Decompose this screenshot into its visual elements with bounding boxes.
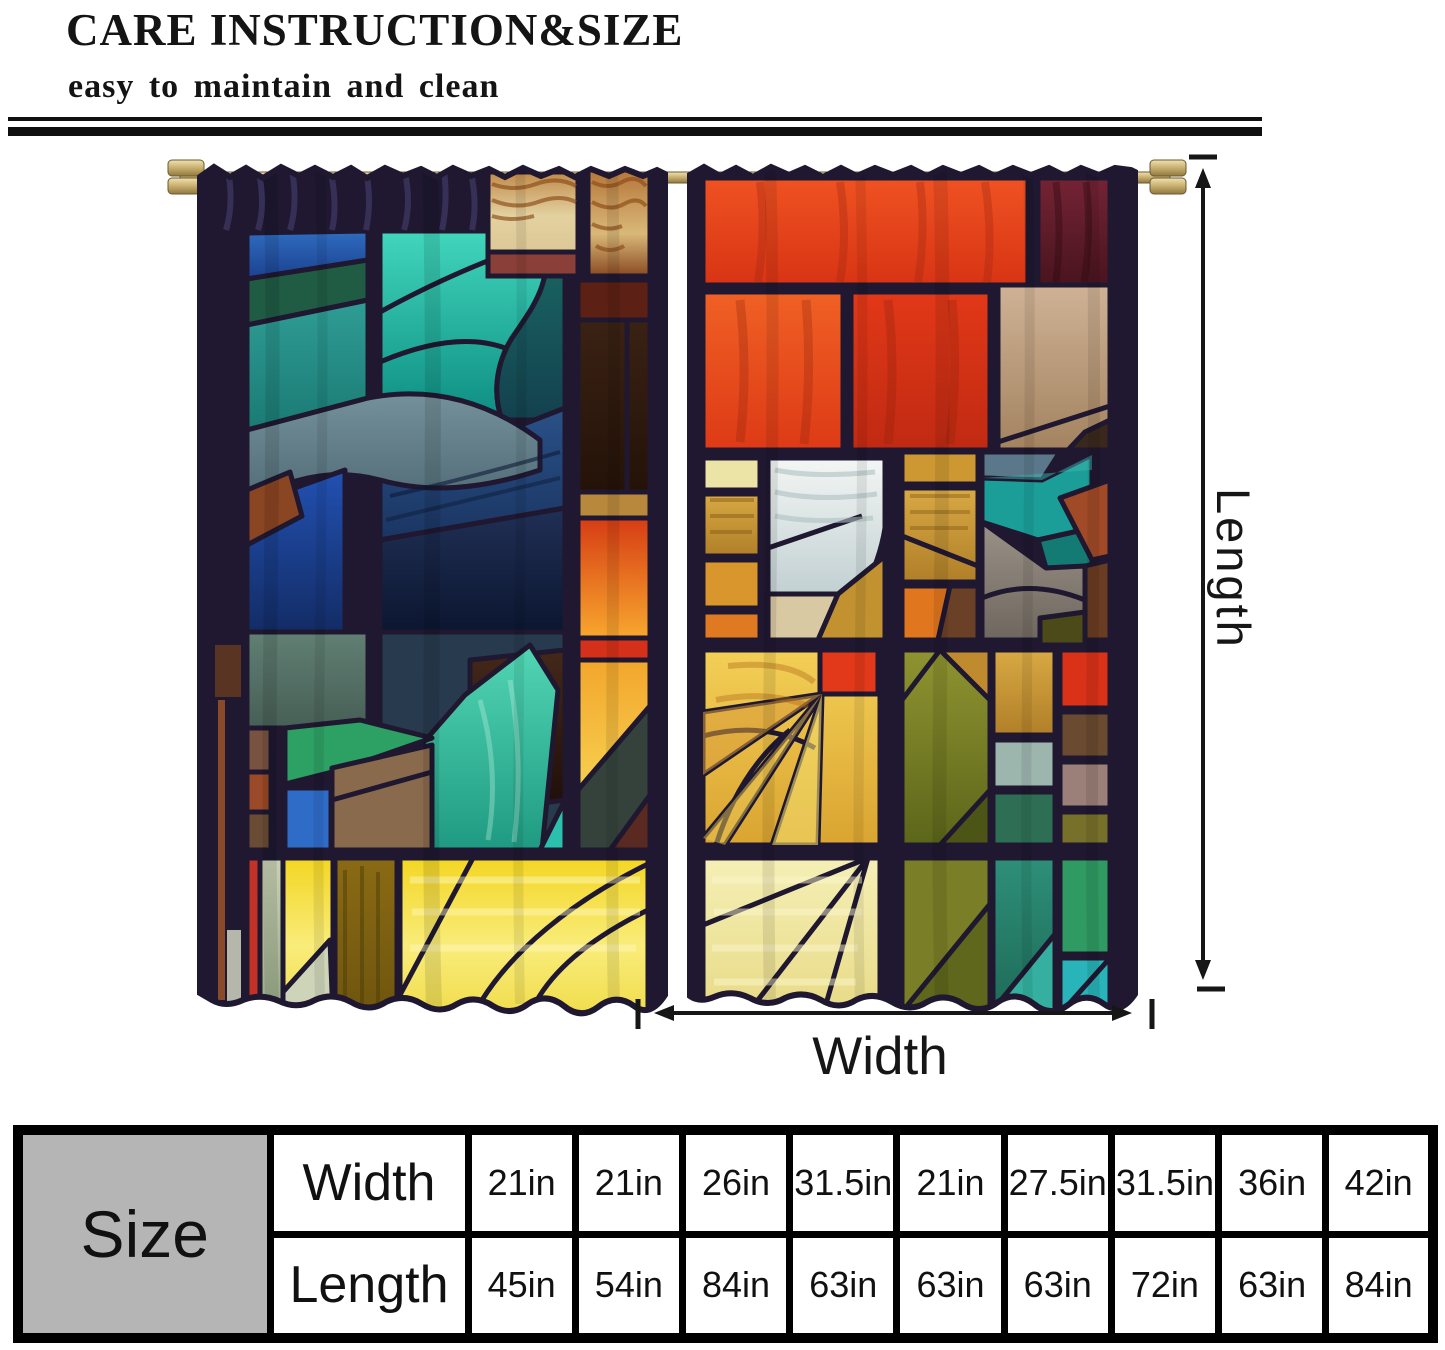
length-row-label: Length: [266, 1230, 472, 1342]
width-arrow: [635, 999, 1155, 1029]
width-dimension-label: Width: [812, 1027, 948, 1086]
width-value-cell: 31.5in: [1107, 1126, 1223, 1238]
rod-finial-right: [1149, 159, 1187, 195]
width-row-label: Width: [266, 1126, 472, 1238]
length-value-cell: 84in: [1322, 1230, 1437, 1342]
length-value-cell: 63in: [786, 1230, 901, 1342]
length-value-cell: 63in: [1215, 1230, 1330, 1342]
size-table-width-row: Size Width 21in 21in 26in 31.5in 21in 27…: [14, 1126, 1437, 1342]
length-value-cell: 84in: [678, 1230, 794, 1342]
width-value-cell: 21in: [571, 1126, 686, 1238]
divider-rules: [8, 117, 1262, 136]
divider-thick-line: [8, 127, 1262, 136]
width-value-cell: 27.5in: [1000, 1126, 1115, 1238]
width-value-cell: 21in: [464, 1126, 579, 1238]
length-value-cell: 63in: [893, 1230, 1008, 1342]
length-value-cell: 45in: [464, 1230, 579, 1342]
width-value-cell: 21in: [893, 1126, 1008, 1238]
width-value-cell: 36in: [1215, 1126, 1330, 1238]
size-table: Size Width 21in 21in 26in 31.5in 21in 27…: [13, 1125, 1438, 1343]
length-value-cell: 63in: [1000, 1230, 1115, 1342]
size-table-title-cell: Size: [14, 1126, 274, 1342]
length-value-cell: 54in: [571, 1230, 686, 1342]
curtain-panel-left: [197, 163, 668, 1017]
curtain-panel-right: [687, 163, 1138, 1015]
header: CARE INSTRUCTION&SIZE easy to maintain a…: [66, 4, 683, 106]
width-value-cell: 26in: [678, 1126, 794, 1238]
length-value-cell: 72in: [1107, 1230, 1223, 1342]
panel-right-outline: [687, 163, 1138, 1015]
page-title: CARE INSTRUCTION&SIZE: [66, 5, 684, 55]
rod-finial-left: [167, 159, 205, 195]
width-value-cell: 42in: [1322, 1126, 1437, 1238]
width-value-cell: 31.5in: [786, 1126, 901, 1238]
panel-left-outline: [197, 163, 668, 1017]
page-subtitle: easy to maintain and clean: [68, 68, 500, 105]
divider-thin-line: [8, 117, 1262, 121]
length-arrow: [1189, 154, 1225, 992]
size-table-length-row: Length 45in 54in 84in 63in 63in 63in 72i…: [18, 1230, 1437, 1342]
length-dimension-label: Length: [1207, 488, 1260, 650]
